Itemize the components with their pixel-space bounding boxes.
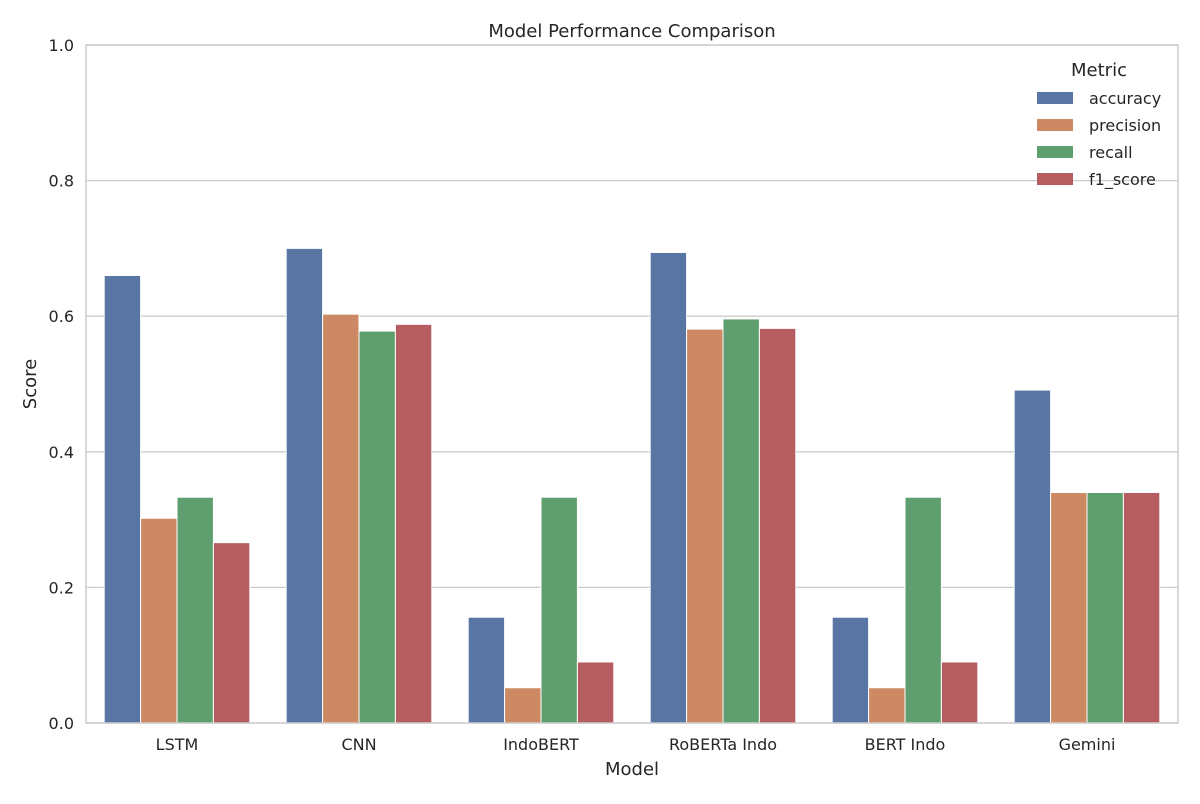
bar-accuracy [467, 616, 506, 724]
bar-f1-score [1122, 491, 1161, 724]
bar-recall [1086, 491, 1124, 724]
legend-swatch [1037, 119, 1073, 131]
x-tick-label: BERT Indo [865, 735, 946, 754]
bar-f1-score [940, 661, 979, 724]
legend-label: precision [1089, 116, 1161, 135]
x-tick-label: LSTM [156, 735, 199, 754]
x-tick-label: RoBERTa Indo [669, 735, 777, 754]
y-tick-label: 0.4 [49, 443, 74, 462]
bar-recall [540, 496, 578, 724]
y-tick-label: 0.2 [49, 578, 74, 597]
bar-recall [176, 496, 214, 724]
legend-label: f1_score [1089, 170, 1156, 190]
bar-precision [1050, 491, 1088, 724]
legend-swatch [1037, 92, 1073, 104]
x-tick-label: CNN [341, 735, 376, 754]
plot-border [85, 44, 1179, 724]
y-tick-label: 0.8 [49, 172, 74, 191]
x-tick-label: Gemini [1059, 735, 1116, 754]
legend-swatch [1037, 173, 1073, 185]
chart-title: Model Performance Comparison [488, 21, 775, 42]
legend-swatch [1037, 146, 1073, 158]
y-tick-label: 0.6 [49, 307, 74, 326]
bar-recall [358, 330, 396, 724]
bar-recall [722, 318, 760, 724]
y-tick-labels: 0.0 0.2 0.4 0.6 0.8 1.0 [49, 36, 74, 733]
bar-precision [322, 313, 360, 724]
y-tick-label: 1.0 [49, 36, 74, 55]
legend-label: accuracy [1089, 89, 1161, 108]
bar-f1-score [394, 323, 433, 724]
bar-precision [140, 517, 178, 724]
bar-precision [686, 328, 724, 724]
bar-accuracy [103, 275, 142, 724]
y-tick-label: 0.0 [49, 714, 74, 733]
bar-f1-score [758, 327, 797, 724]
bar-f1-score [576, 661, 615, 724]
legend-title: Metric [1071, 60, 1127, 81]
bar-accuracy [649, 251, 688, 724]
bar-accuracy [831, 616, 870, 724]
legend: Metric accuracy precision recall f1_score [1037, 60, 1161, 190]
bar-accuracy [1013, 389, 1052, 724]
bar-recall [904, 496, 942, 724]
x-tick-label: IndoBERT [503, 735, 579, 754]
plot-frame [85, 44, 1179, 724]
legend-label: recall [1089, 143, 1133, 162]
bar-f1-score [212, 542, 251, 724]
bars [103, 247, 1161, 724]
y-axis-label: Score [20, 359, 41, 409]
x-axis-label: Model [605, 759, 659, 780]
x-tick-labels: LSTM CNN IndoBERT RoBERTa Indo BERT Indo Gemi… [156, 735, 1116, 754]
bar-accuracy [285, 247, 324, 724]
bar-precision [868, 687, 906, 724]
bar-precision [504, 687, 542, 724]
